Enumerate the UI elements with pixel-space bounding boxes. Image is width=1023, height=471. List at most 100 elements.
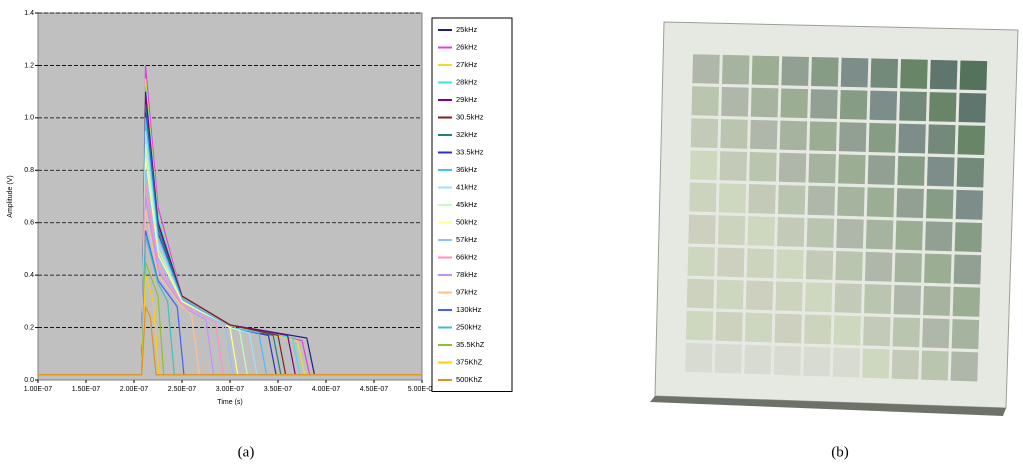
photo-patch bbox=[956, 157, 985, 188]
photo-patch bbox=[900, 59, 928, 89]
photo-patch bbox=[955, 189, 984, 220]
legend-label: 97kHz bbox=[456, 287, 478, 296]
photo-patch bbox=[745, 280, 774, 311]
photo-patch bbox=[747, 216, 775, 246]
photo-patch bbox=[838, 154, 866, 185]
legend-label: 36kHz bbox=[456, 165, 478, 174]
y-tick-label: 1.4 bbox=[24, 10, 34, 17]
photo-patch bbox=[958, 92, 987, 123]
legend-label: 30.5kHz bbox=[456, 112, 484, 121]
photo-patch bbox=[896, 188, 924, 219]
legend-label: 35.5KhZ bbox=[456, 340, 485, 349]
legend-label: 27kHz bbox=[456, 60, 478, 69]
x-tick-label: 4.50E-07 bbox=[360, 386, 389, 393]
photo-patch bbox=[809, 121, 837, 152]
photo-patch bbox=[686, 278, 715, 309]
photo-patch bbox=[892, 317, 921, 348]
photo-patch bbox=[897, 155, 925, 186]
photo-patch bbox=[864, 251, 893, 282]
x-tick-label: 3.00E-07 bbox=[216, 386, 245, 393]
x-axis-label: Time (s) bbox=[217, 399, 242, 406]
photo-patch bbox=[689, 182, 717, 213]
legend-label: 25kHz bbox=[456, 25, 478, 34]
photo-patch bbox=[804, 314, 832, 345]
legend-label: 66kHz bbox=[456, 252, 478, 261]
photo-patch bbox=[951, 319, 980, 350]
series-line bbox=[38, 306, 422, 376]
photo-patch bbox=[781, 56, 809, 86]
photo-patch bbox=[806, 217, 835, 248]
photo-patch bbox=[804, 282, 833, 313]
photo-patch bbox=[953, 254, 982, 285]
plot-area bbox=[37, 12, 423, 381]
photo-patch bbox=[833, 315, 861, 346]
photo-patch bbox=[927, 124, 956, 155]
photo-patch bbox=[925, 221, 953, 252]
photo-patch bbox=[718, 183, 747, 213]
photo-patch bbox=[774, 313, 802, 344]
photo-patch bbox=[950, 351, 979, 382]
photo-patch bbox=[867, 155, 896, 185]
photo-patch bbox=[952, 286, 981, 317]
legend-label: 78kHz bbox=[456, 270, 478, 279]
photo-patch bbox=[839, 89, 868, 120]
photo-patch bbox=[720, 119, 748, 149]
x-tick-label: 2.00E-07 bbox=[120, 386, 149, 393]
photo-patch bbox=[832, 347, 861, 378]
photo-patch bbox=[923, 285, 951, 316]
photo-patch bbox=[688, 214, 716, 245]
photo-patch bbox=[721, 87, 749, 117]
legend-label: 250kHz bbox=[456, 322, 482, 331]
photo-patch bbox=[714, 343, 742, 374]
photo-patch bbox=[868, 122, 897, 153]
photo-patch bbox=[811, 57, 839, 87]
legend-label: 26kHz bbox=[456, 42, 478, 51]
legend-label: 50kHz bbox=[456, 217, 478, 226]
photo-patch bbox=[959, 60, 988, 91]
y-tick-label: 0.2 bbox=[24, 324, 34, 331]
photo-patch bbox=[863, 316, 891, 347]
photo-patch bbox=[746, 248, 775, 279]
photo-patch bbox=[805, 250, 834, 280]
photo-patch bbox=[777, 217, 805, 247]
photo-patch bbox=[715, 311, 743, 342]
photo-board-edge bbox=[650, 396, 1006, 416]
y-axis-label: Amplitude (V) bbox=[7, 175, 14, 217]
legend-label: 28kHz bbox=[456, 77, 478, 86]
photo-patch bbox=[807, 185, 836, 216]
photo-patch bbox=[840, 57, 869, 88]
photo-patch bbox=[894, 252, 922, 283]
photo-patch bbox=[717, 247, 745, 278]
photo-patch bbox=[834, 283, 862, 314]
photo-patch bbox=[957, 125, 986, 155]
photo-patch bbox=[803, 346, 831, 377]
legend-label: 32kHz bbox=[456, 130, 478, 139]
x-tick-label: 1.50E-07 bbox=[72, 386, 101, 393]
legend-label: 375KhZ bbox=[456, 357, 483, 366]
photo-patch bbox=[954, 222, 983, 253]
photo-patch bbox=[895, 220, 923, 251]
photo-patch bbox=[926, 189, 954, 219]
photo-patch bbox=[865, 219, 894, 250]
photo-patch bbox=[773, 345, 802, 376]
photo-patch bbox=[929, 59, 958, 90]
legend-label: 500KhZ bbox=[456, 375, 483, 384]
y-tick-label: 0.4 bbox=[24, 272, 34, 279]
legend-label: 33.5kHz bbox=[456, 147, 484, 156]
x-tick-label: 3.50E-07 bbox=[264, 386, 293, 393]
photo-patch bbox=[750, 87, 779, 118]
photo-patch bbox=[862, 348, 890, 379]
x-tick-label: 4.00E-07 bbox=[312, 386, 341, 393]
photo-patch bbox=[722, 54, 750, 85]
photo-patch bbox=[926, 156, 955, 187]
photo-patch bbox=[837, 186, 865, 217]
photo-patch bbox=[864, 284, 892, 315]
photo-patch bbox=[808, 153, 836, 184]
photo-patch bbox=[893, 285, 922, 315]
photo-patch bbox=[924, 253, 952, 284]
caption: (b) bbox=[831, 444, 849, 460]
legend-label: 29kHz bbox=[456, 95, 478, 104]
x-tick-label: 1.00E-07 bbox=[24, 386, 53, 393]
